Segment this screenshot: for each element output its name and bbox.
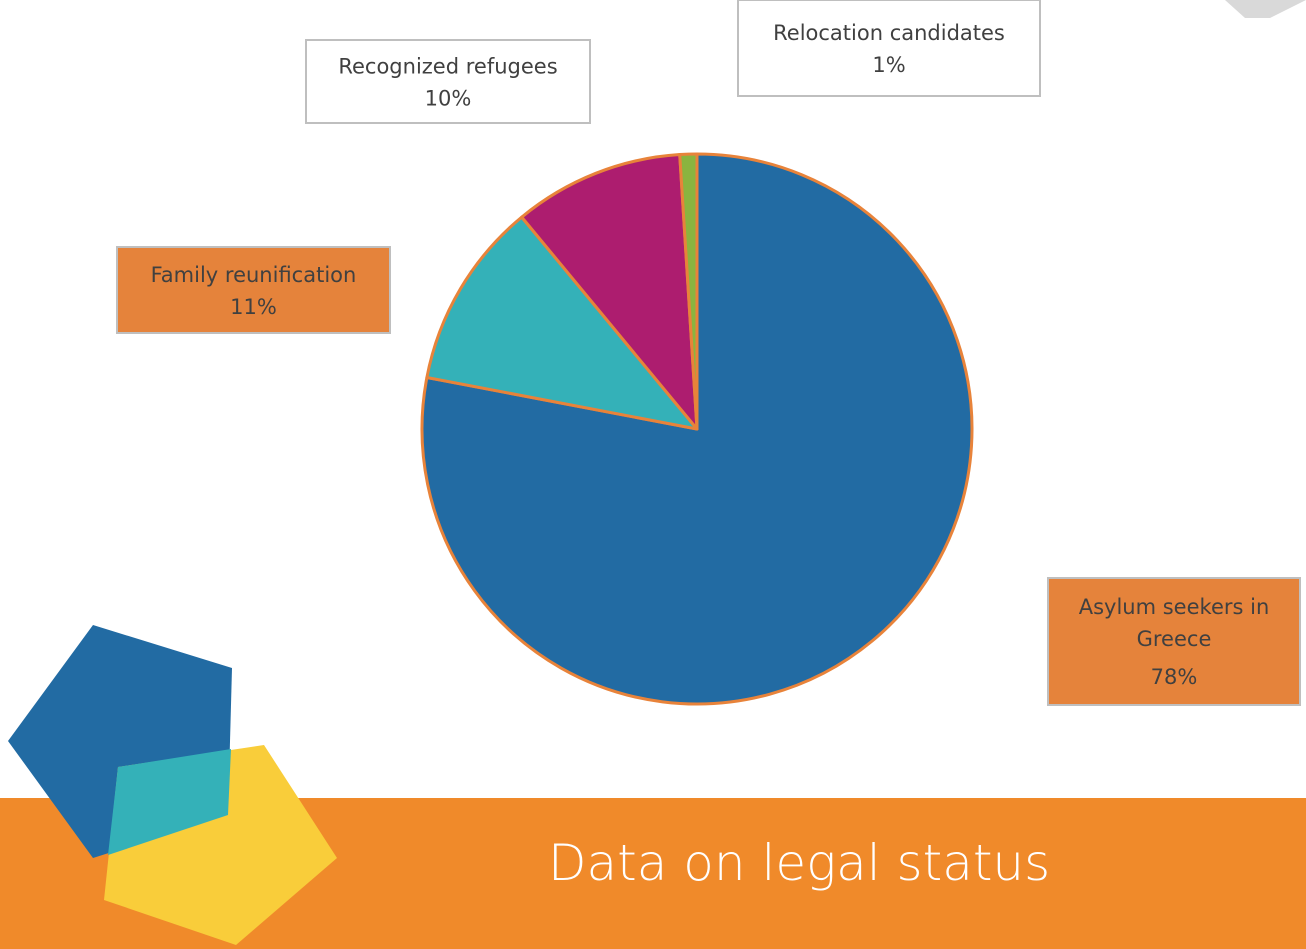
corner-decoration [1225,0,1306,18]
category-label-line: Greece [1137,627,1212,651]
category-label: Recognized refugees [338,55,557,79]
category-label-line: Asylum seekers in [1079,595,1270,619]
slide: Data on legal status Asylum seekers in Gr… [0,0,1306,949]
label-box [306,40,590,123]
value-label: 10% [425,87,472,111]
chart-title: Data on legal status [548,834,1050,892]
category-label: Relocation candidates [773,21,1005,45]
label-box [738,0,1040,96]
label-box [117,247,390,333]
value-label: 78% [1151,665,1198,689]
value-label: 1% [872,53,905,77]
value-label: 11% [230,295,277,319]
pie [422,154,972,704]
category-label: Family reunification [151,263,357,287]
